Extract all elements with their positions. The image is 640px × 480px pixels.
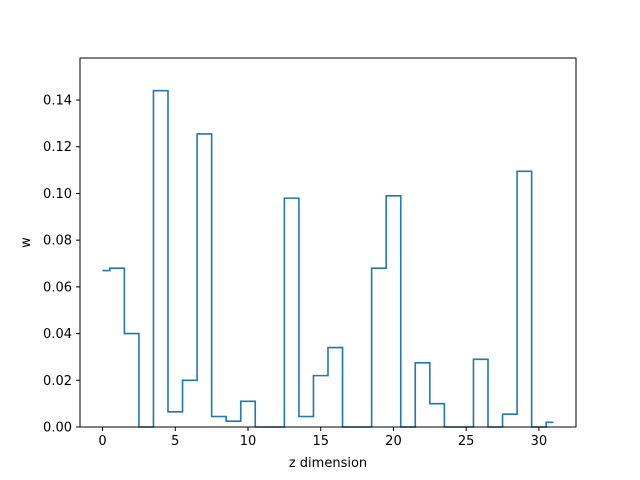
- series-layer: [102, 89, 554, 428]
- y-tick-label: 0.04: [43, 327, 72, 342]
- y-tick-label: 0.08: [43, 234, 72, 249]
- y-tick-label: 0.12: [43, 140, 72, 155]
- x-tick-label: 25: [458, 434, 475, 449]
- y-tick-label: 0.10: [43, 187, 72, 202]
- y-tick-label: 0.00: [43, 421, 72, 436]
- y-axis-label: w: [19, 237, 34, 248]
- x-tick-label: 0: [98, 434, 106, 449]
- axes-frame: [79, 57, 577, 428]
- x-axis-label: z dimension: [289, 456, 367, 471]
- x-tick-label: 10: [240, 434, 257, 449]
- series-line: [102, 89, 554, 428]
- x-tick-label: 15: [312, 434, 329, 449]
- y-tick-label: 0.14: [43, 94, 72, 109]
- x-tick-label: 20: [385, 434, 402, 449]
- x-axis-ticks: 0 5 10 15 20 25 30: [98, 427, 547, 449]
- x-tick-label: 30: [531, 434, 548, 449]
- x-tick-label: 5: [171, 434, 179, 449]
- y-tick-label: 0.02: [43, 374, 72, 389]
- y-tick-label: 0.06: [43, 280, 72, 295]
- y-axis-ticks: 0.00 0.02 0.04 0.06 0.08 0.10 0.12 0.14: [43, 94, 80, 436]
